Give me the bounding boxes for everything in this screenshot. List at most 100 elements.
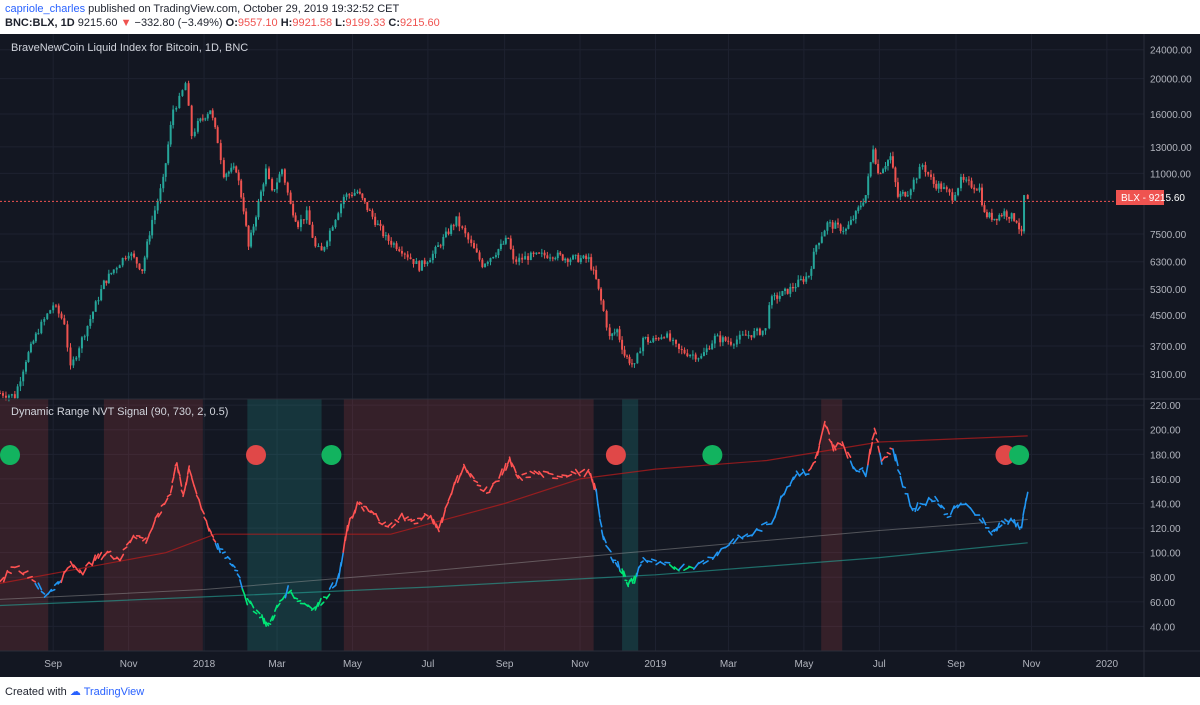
candle-body [379, 223, 382, 227]
candle-body [849, 219, 852, 225]
nvt-line-segment [978, 518, 984, 524]
candle-body [19, 381, 22, 387]
nvt-line-segment [724, 543, 731, 549]
nvt-line-segment [394, 519, 400, 523]
candle-body [72, 359, 75, 366]
nvt-line-segment [789, 476, 795, 486]
nvt-line-segment [328, 582, 334, 590]
nvt-line-segment [614, 562, 619, 568]
candle-body [34, 333, 37, 342]
nvt-line-segment [325, 593, 331, 600]
nvt-line-segment [830, 440, 835, 452]
candle-body [80, 337, 83, 349]
candle-body [942, 187, 945, 189]
candle-body [1026, 195, 1029, 199]
candle-body [374, 216, 377, 225]
nvt-line-segment [224, 556, 229, 560]
candle-body [719, 335, 722, 343]
nvt-line-segment [659, 561, 666, 566]
nvt-line-segment [894, 453, 899, 467]
chart-area[interactable]: BraveNewCoin Liquid Index for Bitcoin, 1… [0, 34, 1200, 677]
nvt-line-segment [249, 600, 255, 609]
nvt-line-segment [18, 570, 25, 576]
candle-body [455, 216, 458, 226]
candle-body [613, 332, 616, 334]
nvt-line-segment [996, 522, 1001, 532]
candle-body [494, 255, 497, 257]
candle-body [252, 226, 255, 233]
candle-body [818, 242, 821, 246]
nvt-line-segment [561, 474, 568, 477]
candle-body [271, 179, 274, 191]
candle-body [927, 172, 930, 175]
candle-body [478, 252, 481, 260]
author-link[interactable]: capriole_charles [5, 3, 86, 15]
candle-body [711, 343, 714, 350]
nvt-line-segment [987, 530, 993, 536]
nvt-line-segment [826, 426, 831, 435]
nvt-line-segment [798, 471, 804, 477]
candle-body [675, 339, 678, 344]
candle-body [444, 231, 447, 237]
candle-body [891, 156, 894, 168]
last-price: 9215.60 [77, 17, 118, 29]
nvt-line-segment [94, 553, 100, 561]
candle-body [1003, 211, 1006, 216]
nvt-line-segment [697, 559, 705, 565]
candle-body [363, 198, 366, 203]
candle-body [204, 118, 207, 120]
nvt-line-segment [112, 557, 118, 560]
candle-body [187, 83, 190, 106]
candle-body [540, 252, 543, 254]
nvt-line-segment [37, 582, 43, 591]
nvt-line-segment [72, 564, 78, 570]
candle-body [915, 178, 918, 180]
nvt-line-segment [751, 527, 758, 537]
candle-body [691, 354, 694, 356]
nvt-line-segment [810, 462, 814, 469]
time-tick-label: Sep [44, 659, 62, 670]
nvt-line-segment [435, 523, 440, 533]
nvt-line-segment [166, 493, 172, 498]
nvt-line-segment [50, 588, 56, 592]
candle-body [1018, 222, 1021, 230]
red-zone [343, 399, 594, 651]
candle-body [756, 328, 759, 332]
candle-body [112, 269, 115, 273]
nvt-line-segment [106, 550, 112, 554]
candle-body [429, 260, 432, 263]
candle-body [735, 339, 738, 345]
nvt-line-segment [792, 473, 798, 481]
nvt-line-segment [928, 497, 933, 502]
candle-body [358, 191, 361, 194]
nvt-line-segment [53, 581, 59, 587]
candle-body [677, 343, 680, 350]
candle-body [689, 354, 692, 357]
nvt-line-segment [2, 569, 9, 583]
candle-body [115, 268, 118, 270]
nvt-line-segment [693, 561, 700, 570]
chart-canvas[interactable]: BraveNewCoin Liquid Index for Bitcoin, 1… [0, 34, 1200, 677]
nvt-line-segment [142, 537, 147, 542]
candle-body [382, 226, 385, 237]
nvt-line-segment [943, 513, 949, 516]
nvt-line-segment [678, 563, 685, 571]
tradingview-brand-link[interactable]: TradingView [83, 686, 145, 698]
candle-body [535, 252, 538, 254]
candle-body [172, 109, 175, 126]
green-zone [247, 399, 322, 651]
candle-body [423, 260, 426, 264]
candle-body [705, 348, 708, 353]
candle-body [181, 90, 184, 96]
nvt-line-segment [964, 502, 972, 509]
candle-body [738, 334, 741, 340]
candle-body [390, 240, 393, 245]
candle-body [420, 260, 423, 271]
nvt-line-segment [296, 600, 302, 603]
candle-body [854, 211, 857, 220]
nvt-line-segment [875, 438, 879, 443]
candle-body [844, 228, 847, 231]
nvt-line-segment [940, 504, 946, 510]
nvt-line-segment [914, 502, 919, 513]
nvt-line-segment [1000, 520, 1006, 525]
